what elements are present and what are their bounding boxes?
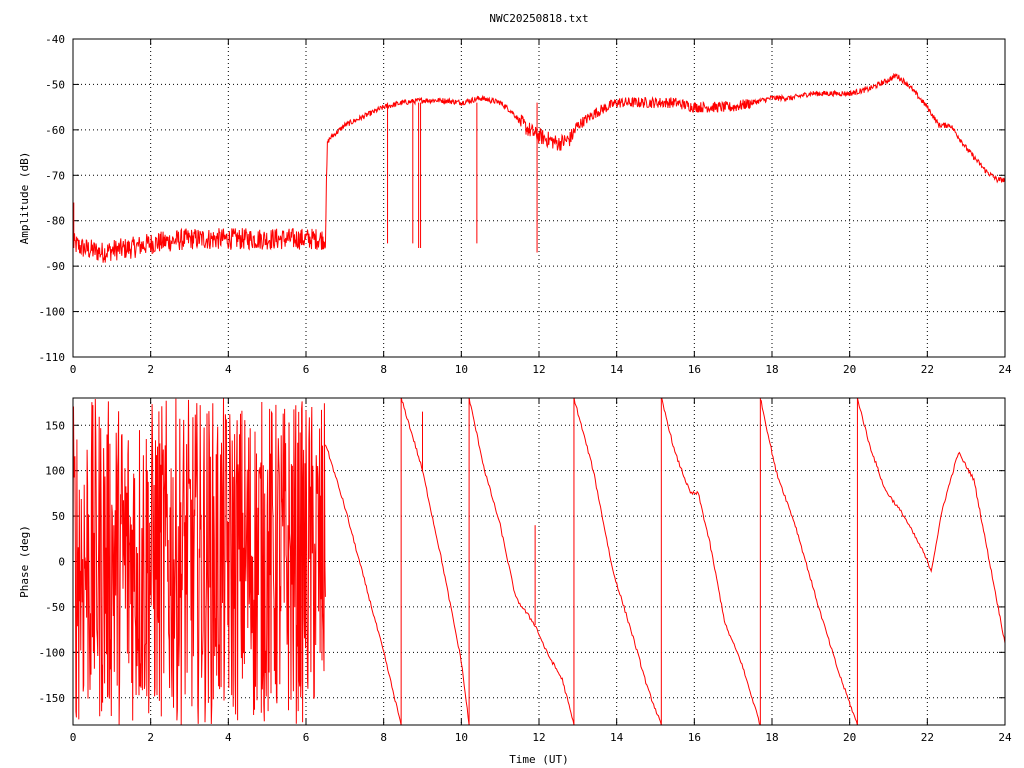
phase-gridlines <box>73 398 1005 725</box>
x-tick-label: 10 <box>455 731 468 744</box>
phase-noise-trace <box>73 398 326 725</box>
phase-plot-frame <box>72 397 1006 726</box>
x-tick-label: 4 <box>225 731 232 744</box>
amplitude-line <box>73 72 1005 263</box>
phase-segment <box>400 398 470 725</box>
amplitude-gridlines <box>73 39 1005 357</box>
amplitude-x-tick-labels: 0 2 4 6 8 10 12 14 16 18 20 22 24 <box>70 363 1012 376</box>
chart-title: NWC20250818.txt <box>489 12 588 25</box>
x-tick-label: 8 <box>380 731 387 744</box>
y-tick-label: 100 <box>45 465 65 478</box>
phase-segment <box>324 444 402 725</box>
y-tick-label: -70 <box>45 169 65 182</box>
y-tick-label: -50 <box>45 78 65 91</box>
x-tick-label: 12 <box>532 363 545 376</box>
y-tick-label: -90 <box>45 260 65 273</box>
x-tick-label: 24 <box>998 731 1012 744</box>
x-tick-label: 2 <box>147 731 154 744</box>
amplitude-series <box>73 72 1005 263</box>
x-tick-label: 22 <box>921 363 934 376</box>
phase-y-axis-label: Phase (deg) <box>18 525 31 598</box>
y-tick-label: -100 <box>39 646 66 659</box>
y-tick-label: -80 <box>45 215 65 228</box>
trace-group <box>73 398 1005 725</box>
phase-segment <box>573 398 662 725</box>
x-tick-label: 16 <box>688 731 701 744</box>
phase-series <box>73 398 1005 725</box>
x-tick-label: 18 <box>765 363 778 376</box>
amplitude-panel: -40-50-60-70-80-90-100-110 0 2 4 6 8 10 12 14 16… <box>18 33 1012 376</box>
x-tick-label: 14 <box>610 731 624 744</box>
phase-segment <box>468 398 575 725</box>
phase-segment <box>856 398 1005 644</box>
x-tick-label: 20 <box>843 363 856 376</box>
y-tick-label: 50 <box>52 510 65 523</box>
x-tick-label: 22 <box>921 731 934 744</box>
x-tick-label: 0 <box>70 363 77 376</box>
x-tick-label: 14 <box>610 363 624 376</box>
phase-x-axis-label: Time (UT) <box>509 753 569 766</box>
y-tick-label: 150 <box>45 419 65 432</box>
amplitude-y-axis-label: Amplitude (dB) <box>18 152 31 245</box>
x-tick-label: 0 <box>70 731 77 744</box>
x-tick-label: 4 <box>225 363 232 376</box>
x-tick-label: 8 <box>380 363 387 376</box>
x-tick-label: 6 <box>303 363 310 376</box>
y-tick-label: -150 <box>39 692 66 705</box>
x-tick-label: 12 <box>532 731 545 744</box>
x-tick-label: 24 <box>998 363 1012 376</box>
phase-x-tick-labels: 0 2 4 6 8 10 12 14 16 18 20 22 24 <box>70 731 1012 744</box>
x-tick-label: 20 <box>843 731 856 744</box>
x-tick-label: 16 <box>688 363 701 376</box>
y-tick-label: -110 <box>39 351 66 364</box>
amplitude-y-tick-labels: -40 -50 -60 -70 -80 -90 -100 -110 <box>39 33 66 364</box>
phase-segment <box>661 398 761 725</box>
phase-segment <box>759 399 858 725</box>
x-tick-label: 2 <box>147 363 154 376</box>
y-tick-label: -50 <box>45 601 65 614</box>
y-tick-label: -100 <box>39 306 66 319</box>
phase-y-tick-labels: 150 100 50 0 -50 -100 -150 <box>39 419 66 705</box>
x-tick-label: 18 <box>765 731 778 744</box>
trace-group <box>73 72 1005 263</box>
x-tick-label: 6 <box>303 731 310 744</box>
y-tick-label: -40 <box>45 33 65 46</box>
amplitude-plot-frame <box>72 38 1006 358</box>
y-tick-label: -60 <box>45 124 65 137</box>
y-tick-label: 0 <box>58 556 65 569</box>
x-tick-label: 10 <box>455 363 468 376</box>
